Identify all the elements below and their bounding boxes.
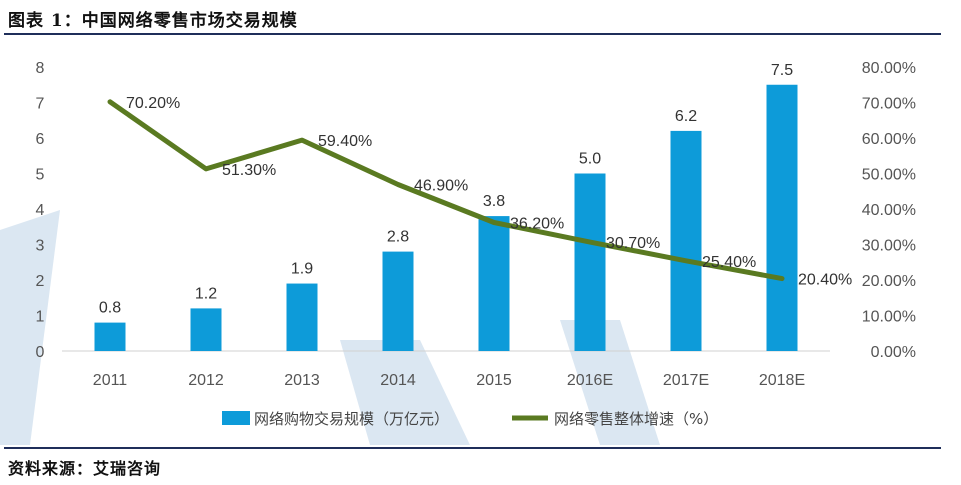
bar [94,322,126,351]
title-rule [4,33,941,35]
y-right-tick-label: 70.00% [862,96,916,113]
y-right-tick-label: 0.00% [871,344,916,361]
y-left-tick-label: 2 [36,273,45,290]
bar-value-label: 5.0 [579,151,601,168]
growth-value-label: 59.40% [318,133,372,150]
legend-bar-label: 网络购物交易规模（万亿元） [254,410,449,428]
source-note: 资料来源：艾瑞咨询 [8,459,162,478]
growth-value-label: 25.40% [702,254,756,271]
x-tick-label: 2014 [380,372,416,389]
x-tick-label: 2013 [284,372,320,389]
bar-value-label: 1.9 [291,261,313,278]
bar [478,216,510,351]
chart-area: 0 1 2 3 4 5 6 7 8 0.00% 10.00% 20.00% 30.00% 40.00% 5… [0,60,916,445]
y-right-tick-label: 50.00% [862,167,916,184]
x-tick-label: 2017E [663,372,709,389]
y-left-tick-label: 4 [36,202,45,219]
y-axis-right: 0.00% 10.00% 20.00% 30.00% 40.00% 50.00% 60.00… [862,60,916,361]
figure-title: 图表 1：中国网络零售市场交易规模 [8,11,298,31]
growth-line [107,99,785,282]
growth-value-label: 70.20% [126,95,180,112]
y-left-tick-label: 1 [36,309,45,326]
legend-line-label: 网络零售整体增速（%） [554,410,718,428]
x-tick-label: 2011 [93,372,128,389]
source-rule [4,447,941,449]
legend: 网络购物交易规模（万亿元） 网络零售整体增速（%） [222,410,718,428]
bar-series [94,84,798,351]
y-right-tick-label: 60.00% [862,131,916,148]
y-left-tick-label: 6 [36,131,45,148]
growth-value-label: 51.30% [222,162,276,179]
growth-value-label: 30.70% [606,235,660,252]
x-tick-label: 2012 [188,372,224,389]
x-tick-label: 2016E [567,372,613,389]
y-axis-left: 0 1 2 3 4 5 6 7 8 [36,60,45,361]
bar [766,84,798,351]
y-right-tick-label: 10.00% [862,309,916,326]
bar-value-label: 0.8 [99,300,121,317]
bar-value-label: 1.2 [195,285,217,302]
bar [574,173,606,351]
growth-value-labels: 70.20% 51.30% 59.40% 46.90% 36.20% 30.70% 25.4… [126,95,852,289]
y-left-tick-label: 0 [36,344,45,361]
x-tick-label: 2015 [476,372,512,389]
bar-value-label: 2.8 [387,229,409,246]
bar [670,130,702,351]
y-left-tick-label: 8 [36,60,45,77]
y-left-tick-label: 3 [36,238,45,255]
x-tick-label: 2018E [759,372,805,389]
growth-value-label: 20.40% [798,272,852,289]
growth-value-label: 46.90% [414,178,468,195]
bar-value-label: 6.2 [675,108,697,125]
legend-bar-swatch [222,411,250,425]
bar [286,283,318,351]
bar [382,251,414,351]
bar-value-label: 7.5 [771,62,793,79]
y-right-tick-label: 30.00% [862,238,916,255]
bar-value-labels: 0.8 1.2 1.9 2.8 3.8 5.0 6.2 7.5 [99,62,793,317]
y-right-tick-label: 40.00% [862,202,916,219]
y-left-tick-label: 5 [36,167,45,184]
x-axis: 2011 2012 2013 2014 2015 2016E 2017E 2018E [93,372,805,389]
bar-value-label: 3.8 [483,193,505,210]
bar [190,308,222,351]
y-left-tick-label: 7 [36,96,45,113]
y-right-tick-label: 80.00% [862,60,916,77]
y-right-tick-label: 20.00% [862,273,916,290]
growth-value-label: 36.20% [510,215,564,232]
